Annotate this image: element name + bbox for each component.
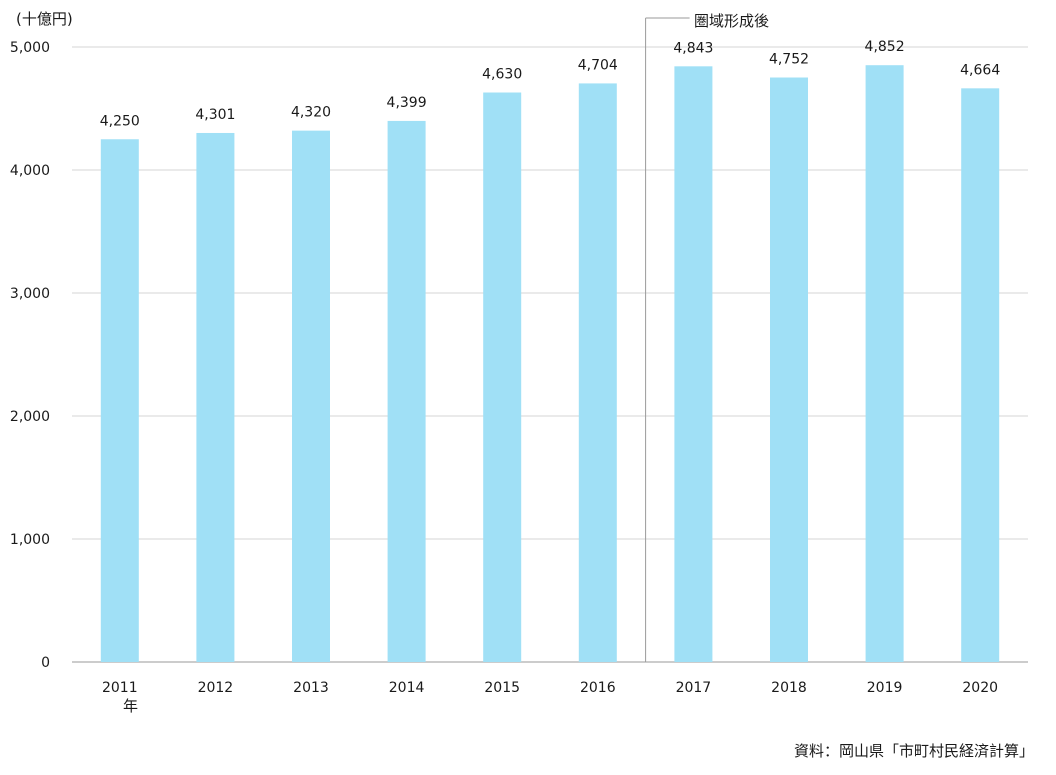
- source-note: 資料：岡山県「市町村民経済計算」: [793, 742, 1034, 760]
- x-tick-label: 2011: [102, 680, 138, 696]
- x-tick-label: 2012: [198, 680, 234, 696]
- value-label: 4,630: [482, 67, 522, 83]
- bar: [483, 92, 522, 662]
- y-tick-label: 2,000: [10, 409, 50, 425]
- value-label: 4,852: [865, 39, 905, 55]
- value-label: 4,399: [387, 95, 427, 111]
- x-tick-label: 2015: [484, 680, 520, 696]
- bar: [196, 132, 235, 663]
- annotation-label: 圏域形成後: [694, 12, 770, 30]
- bar: [865, 65, 904, 663]
- y-tick-label: 4,000: [10, 163, 50, 179]
- bar: [578, 83, 617, 662]
- x-tick-label: 2013: [293, 680, 329, 696]
- label-layer: 0 1,000 2,000 3,000 4,000 5,000 4,250 2011 4,301…: [10, 39, 1000, 696]
- y-tick-label: 5,000: [10, 40, 50, 56]
- bar: [674, 66, 713, 663]
- x-tick-label: 2020: [962, 680, 998, 696]
- y-tick-label: 3,000: [10, 286, 50, 302]
- x-tick-label: 2014: [389, 680, 425, 696]
- annotation-layer: [645, 17, 690, 662]
- x-tick-label: 2019: [867, 680, 903, 696]
- bar-layer: [100, 65, 1000, 663]
- value-label: 4,320: [291, 105, 331, 121]
- bar: [961, 88, 1000, 662]
- bar: [100, 139, 139, 662]
- value-label: 4,664: [960, 62, 1000, 78]
- bar: [770, 77, 808, 662]
- y-tick-label: 1,000: [10, 532, 50, 548]
- value-label: 4,250: [100, 113, 140, 129]
- y-tick-label: 0: [41, 655, 50, 671]
- bar: [387, 120, 426, 663]
- x-tick-label: 2018: [771, 680, 807, 696]
- x-tick-label: 2017: [676, 680, 712, 696]
- value-label: 4,704: [578, 57, 618, 73]
- value-label: 4,752: [769, 52, 809, 68]
- value-label: 4,843: [673, 40, 713, 56]
- x-axis-year-suffix: 年: [123, 697, 139, 715]
- y-axis-unit-label: (十億円): [16, 10, 73, 28]
- value-label: 4,301: [195, 107, 235, 123]
- x-tick-label: 2016: [580, 680, 616, 696]
- bar: [292, 130, 330, 662]
